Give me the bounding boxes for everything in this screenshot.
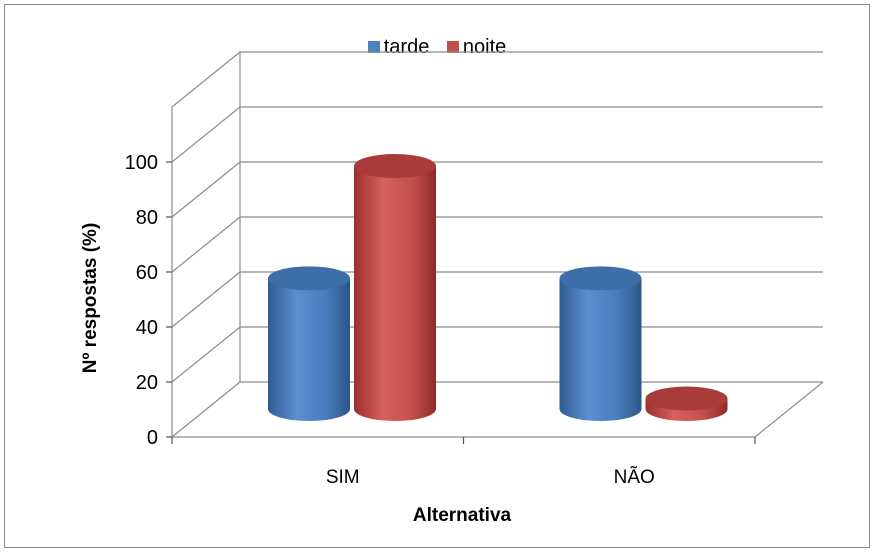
gridline xyxy=(171,161,823,218)
bar-noite-não xyxy=(645,386,728,422)
gridline xyxy=(171,106,823,163)
y-tick-label: 60 xyxy=(136,262,158,284)
bar-cap xyxy=(268,266,350,291)
bar-cap xyxy=(645,386,728,411)
y-tick-label: 100 xyxy=(125,152,158,174)
y-tick-label: 0 xyxy=(147,427,158,449)
bar-body xyxy=(268,278,350,421)
x-tick-label: NÃO xyxy=(614,466,655,488)
legend-swatch-noite xyxy=(446,41,459,53)
legend-swatch-tarde xyxy=(367,41,380,53)
chart-frame xyxy=(4,4,870,548)
bar-cap xyxy=(354,154,436,179)
y-tick-label: 20 xyxy=(136,372,158,394)
bar-noite-sim xyxy=(354,154,436,421)
gridline xyxy=(171,216,823,273)
x-axis-title: Alternativa xyxy=(413,505,512,526)
y-tick-label: 80 xyxy=(136,207,158,229)
bar-body xyxy=(354,166,436,421)
bar-tarde-sim xyxy=(268,266,350,421)
x-tick-label: SIM xyxy=(326,467,360,488)
gridline xyxy=(171,51,823,108)
bar-cap xyxy=(559,266,642,291)
bar-body xyxy=(559,278,642,422)
y-tick-label: 40 xyxy=(136,317,158,339)
bar-tarde-não xyxy=(559,266,642,422)
y-axis-title: Nº respostas (%) xyxy=(80,223,101,374)
